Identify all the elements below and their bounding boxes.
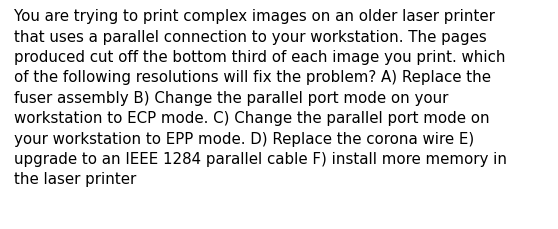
Text: You are trying to print complex images on an older laser printer
that uses a par: You are trying to print complex images o…: [14, 9, 507, 187]
